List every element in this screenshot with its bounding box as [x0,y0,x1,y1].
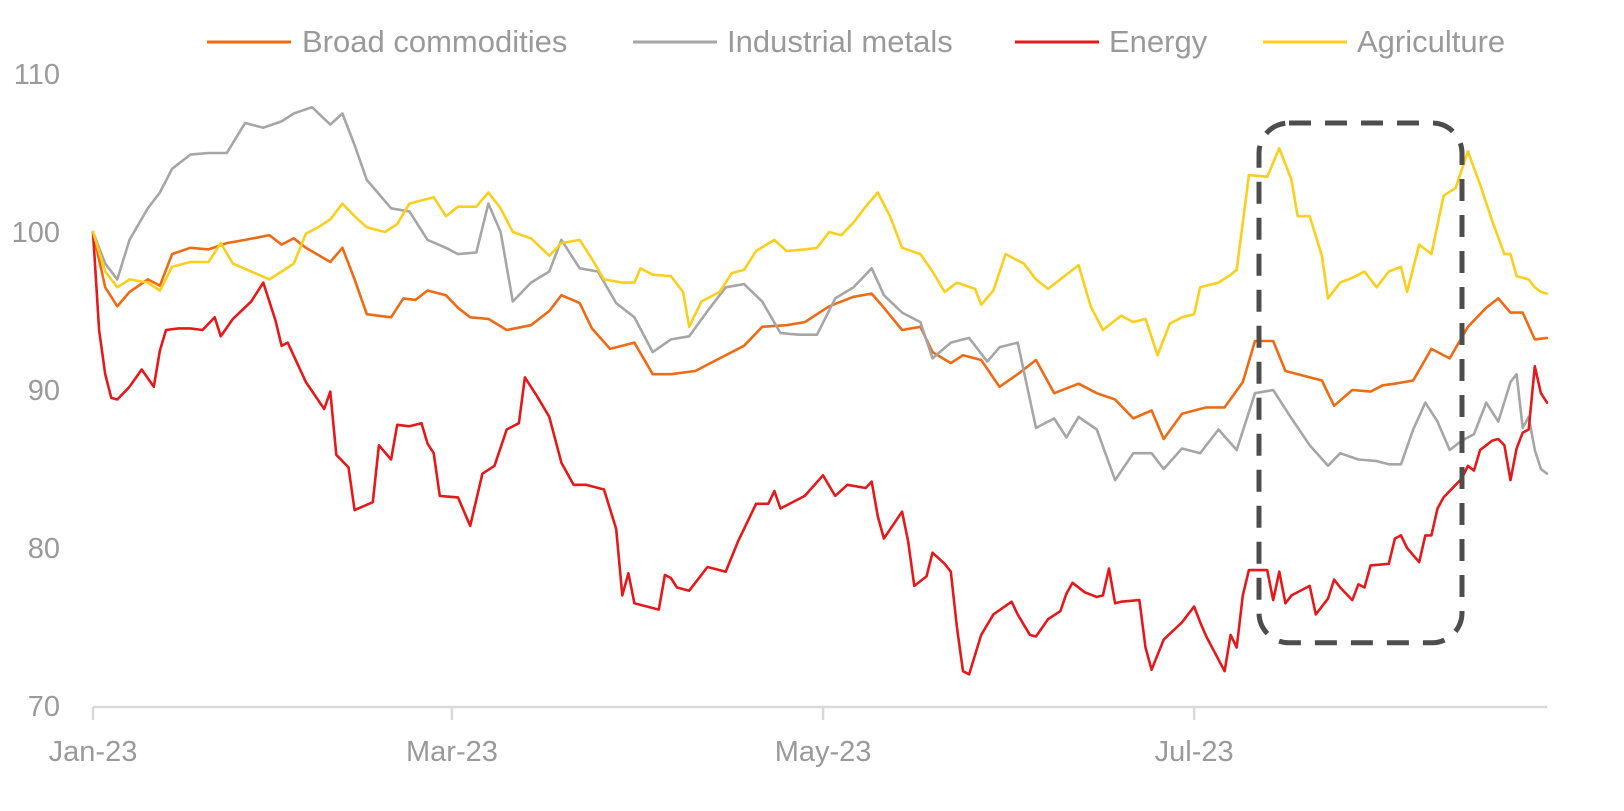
legend-label-industrial-metals: Industrial metals [727,24,953,59]
series-line-energy [91,230,1549,676]
x-tick-label: Jan-23 [49,736,138,768]
y-tick-label: 80 [28,533,60,565]
highlight-box [1256,120,1465,646]
x-axis: Jan-23 Mar-23 May-23 Jul-23 [49,705,1547,768]
y-tick-label: 110 [14,59,60,91]
y-tick-label: 70 [28,691,60,723]
legend-label-broad-commodities: Broad commodities [302,24,567,59]
x-tick-label: May-23 [775,736,872,768]
legend-label-agriculture: Agriculture [1357,24,1505,59]
highlight-layer [1256,120,1465,646]
series-layer [91,105,1549,676]
legend-label-energy: Energy [1109,24,1208,59]
series-line-industrial-metals [91,105,1549,482]
y-axis: 70 80 90 100 110 [12,59,60,723]
x-tick-label: Mar-23 [406,736,498,768]
y-tick-label: 100 [12,217,60,249]
y-tick-label: 90 [28,375,60,407]
series-line-broad-commodities [91,230,1549,441]
series-line-agriculture [91,147,1549,357]
x-tick-label: Jul-23 [1155,736,1234,768]
legend: Broad commodities Industrial metals Energy… [207,24,1505,59]
